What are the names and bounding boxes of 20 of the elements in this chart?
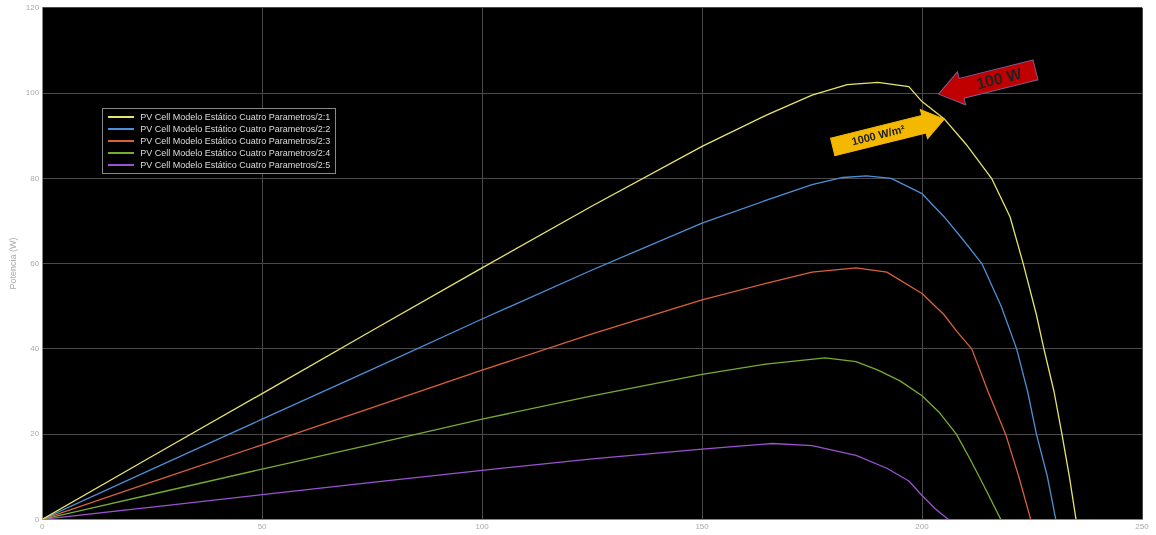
x-tick-label: 100 <box>475 522 490 532</box>
legend-label: PV Cell Modelo Estático Cuatro Parametros/2:2 <box>140 122 331 135</box>
y-tick-label: 60 <box>30 258 40 268</box>
x-tick-label: 250 <box>1135 522 1150 532</box>
x-tick-label: 150 <box>695 522 710 532</box>
annotation: 100 W <box>974 64 1024 94</box>
legend-label: PV Cell Modelo Estático Cuatro Parametros/2:3 <box>140 134 331 147</box>
x-tick-label: 200 <box>915 522 930 532</box>
annotation: 1000 W/m² <box>850 122 907 148</box>
x-tick-label: 50 <box>257 522 268 532</box>
y-tick-label: 20 <box>30 429 40 439</box>
y-tick-label: 100 <box>25 88 40 98</box>
legend-label: PV Cell Modelo Estático Cuatro Parametros/2:1 <box>140 110 331 123</box>
y-tick-label: 0 <box>34 514 40 524</box>
y-tick-label: 120 <box>25 3 40 12</box>
y-tick-label: 40 <box>30 344 40 354</box>
legend-label: PV Cell Modelo Estático Cuatro Parametros/2:5 <box>140 158 331 171</box>
y-tick-label: 80 <box>30 173 40 183</box>
legend-label: PV Cell Modelo Estático Cuatro Parametros/2:4 <box>140 146 331 159</box>
y-axis-title: Potencia (W) <box>7 237 18 290</box>
